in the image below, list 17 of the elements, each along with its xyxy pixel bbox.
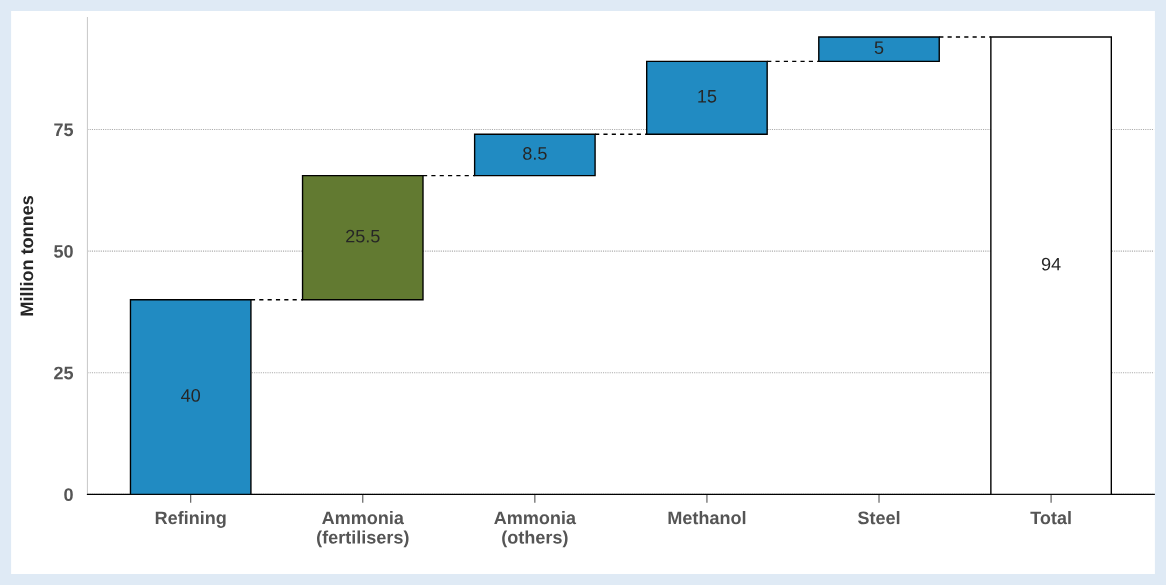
- data-label: 25.5: [346, 229, 380, 243]
- data-label: 5: [874, 41, 884, 55]
- y-axis-title: Million tonnes: [19, 195, 34, 316]
- y-tick-label: 0: [64, 488, 73, 502]
- x-tick-label: Total: [1030, 510, 1071, 525]
- y-tick-label: 75: [54, 123, 74, 137]
- data-label: 94: [1041, 257, 1061, 271]
- x-tick-label: Refining: [155, 510, 226, 528]
- y-tick-label: 50: [54, 245, 73, 258]
- data-label: 40: [181, 389, 201, 402]
- y-tick-label: 25: [54, 366, 74, 380]
- x-tick-label: Ammonia (others): [494, 510, 577, 548]
- x-tick-label: Steel: [857, 510, 900, 525]
- data-label: 8.5: [523, 147, 547, 160]
- x-tick-label: Methanol: [668, 510, 746, 525]
- data-label: 15: [698, 90, 717, 103]
- x-tick-label: Ammonia (fertilisers): [317, 510, 409, 548]
